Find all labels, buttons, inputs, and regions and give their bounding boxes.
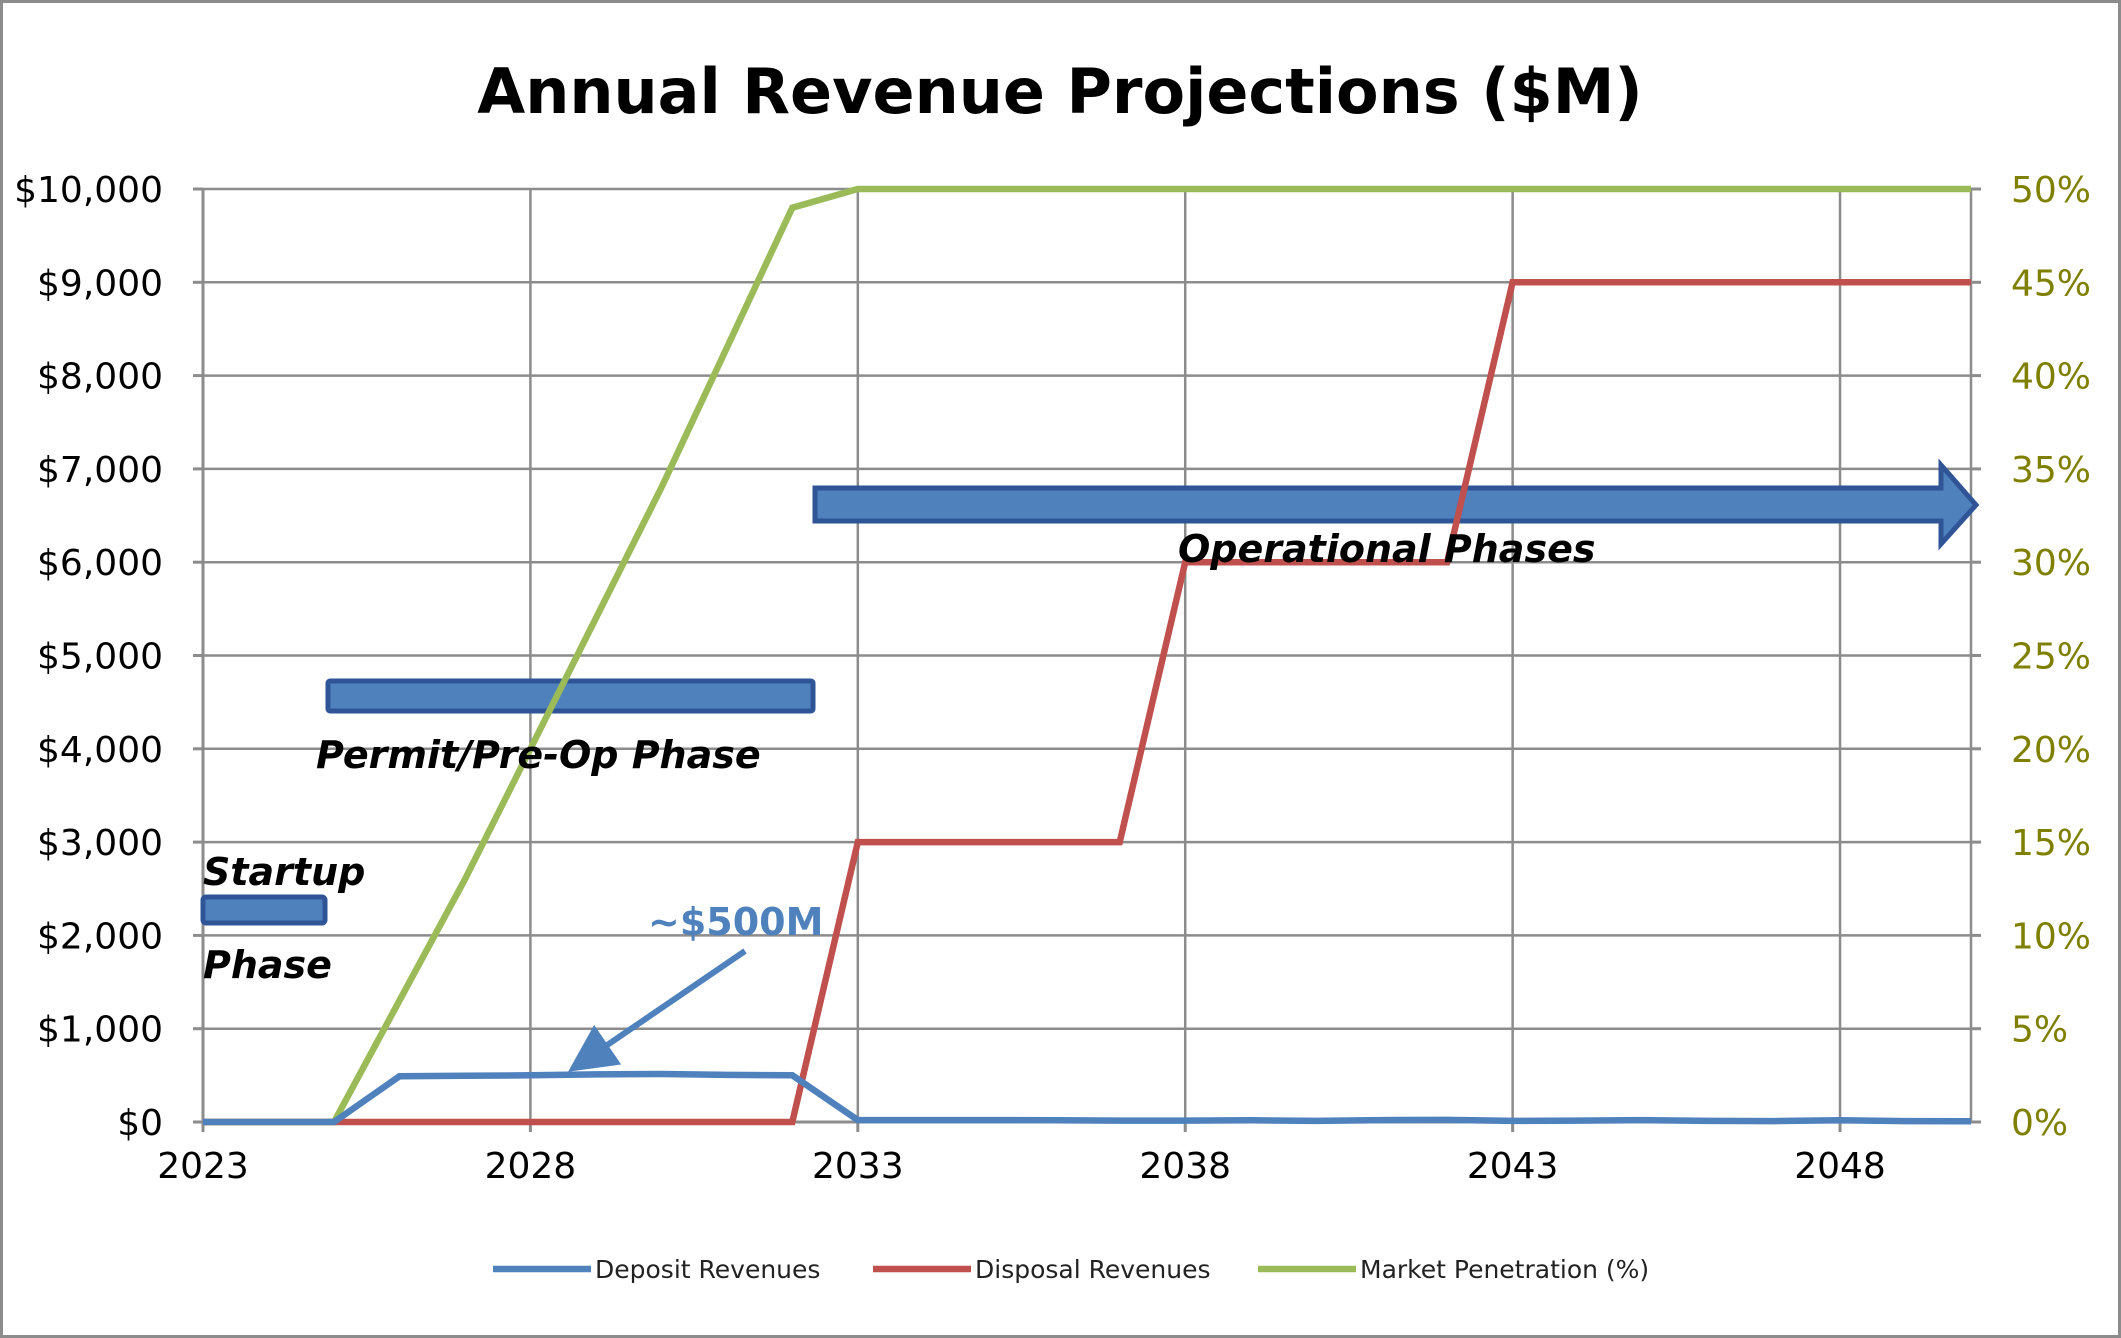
y-tick-label-left: $10,000 <box>14 170 163 211</box>
x-tick-label: 2048 <box>1794 1146 1886 1187</box>
operational-phase-label: Operational Phases <box>1178 527 1595 571</box>
x-tick-label: 2028 <box>485 1146 577 1187</box>
y-tick-label-left: $1,000 <box>37 1010 163 1051</box>
y-tick-label-right: 25% <box>2011 637 2091 678</box>
legend-label: Deposit Revenues <box>595 1255 820 1284</box>
y-tick-label-right: 40% <box>2011 357 2091 398</box>
permit-phase-bar <box>325 678 816 714</box>
legend-item: Market Penetration (%) <box>1258 1255 1649 1284</box>
phase-markers <box>200 458 1980 926</box>
y-tick-label-right: 45% <box>2011 263 2091 304</box>
series-lines <box>203 185 1972 1126</box>
y-tick-label-left: $4,000 <box>37 730 163 771</box>
y-axis-right-ticks: 0% 5% 10% 15% 20% 25% 30% 35% 40% 45% 50% <box>2011 170 2091 1144</box>
y-tick-label-left: $7,000 <box>37 450 163 491</box>
callout-500m-label: ~$500M <box>648 900 823 944</box>
series-line-market-penetration <box>203 185 1971 1126</box>
y-tick-label-left: $2,000 <box>37 916 163 957</box>
chart-svg: Annual Revenue Projections ($M) $0 $1,000… <box>14 55 2091 1284</box>
legend-item: Disposal Revenues <box>873 1255 1211 1284</box>
series-line-disposal-revenues <box>203 279 1971 1126</box>
y-tick-label-right: 50% <box>2011 170 2091 211</box>
y-tick-label-left: $0 <box>117 1103 163 1144</box>
legend-label: Disposal Revenues <box>975 1255 1211 1284</box>
y-tick-label-right: 0% <box>2011 1103 2068 1144</box>
startup-label-line2: Phase <box>203 943 332 987</box>
series-line-deposit-revenues <box>203 1070 1972 1126</box>
operational-phase-arrow <box>812 458 1980 551</box>
y-tick-label-right: 10% <box>2011 916 2091 957</box>
permit-phase-label: Permit/Pre-Op Phase <box>316 733 761 777</box>
y-tick-label-left: $3,000 <box>37 823 163 864</box>
y-axis-left-ticks: $0 $1,000 $2,000 $3,000 $4,000 $5,000 $6,000 $7… <box>14 170 163 1144</box>
x-tick-label: 2043 <box>1467 1146 1559 1187</box>
chart-title: Annual Revenue Projections ($M) <box>477 55 1643 128</box>
callout-arrow <box>568 948 747 1072</box>
x-tick-label: 2023 <box>157 1146 249 1187</box>
legend-item: Deposit Revenues <box>493 1255 820 1284</box>
y-tick-label-right: 15% <box>2011 823 2091 864</box>
x-axis-ticks: 2023 2028 2033 2038 2043 2048 <box>157 1146 1886 1187</box>
x-tick-label: 2033 <box>812 1146 904 1187</box>
startup-label-line1: Startup <box>203 850 365 894</box>
y-tick-label-left: $5,000 <box>37 637 163 678</box>
legend: Deposit Revenues Disposal Revenues Market … <box>493 1255 1649 1284</box>
y-tick-label-left: $9,000 <box>37 263 163 304</box>
y-tick-label-right: 35% <box>2011 450 2091 491</box>
x-tick-label: 2038 <box>1139 1146 1231 1187</box>
grid-lines <box>201 187 1973 1124</box>
y-tick-label-right: 20% <box>2011 730 2091 771</box>
y-tick-label-left: $6,000 <box>37 543 163 584</box>
y-tick-label-right: 30% <box>2011 543 2091 584</box>
y-tick-label-left: $8,000 <box>37 357 163 398</box>
axes <box>193 187 1981 1132</box>
y-tick-label-right: 5% <box>2011 1010 2068 1051</box>
legend-label: Market Penetration (%) <box>1360 1255 1649 1284</box>
startup-phase-bar <box>200 894 328 926</box>
